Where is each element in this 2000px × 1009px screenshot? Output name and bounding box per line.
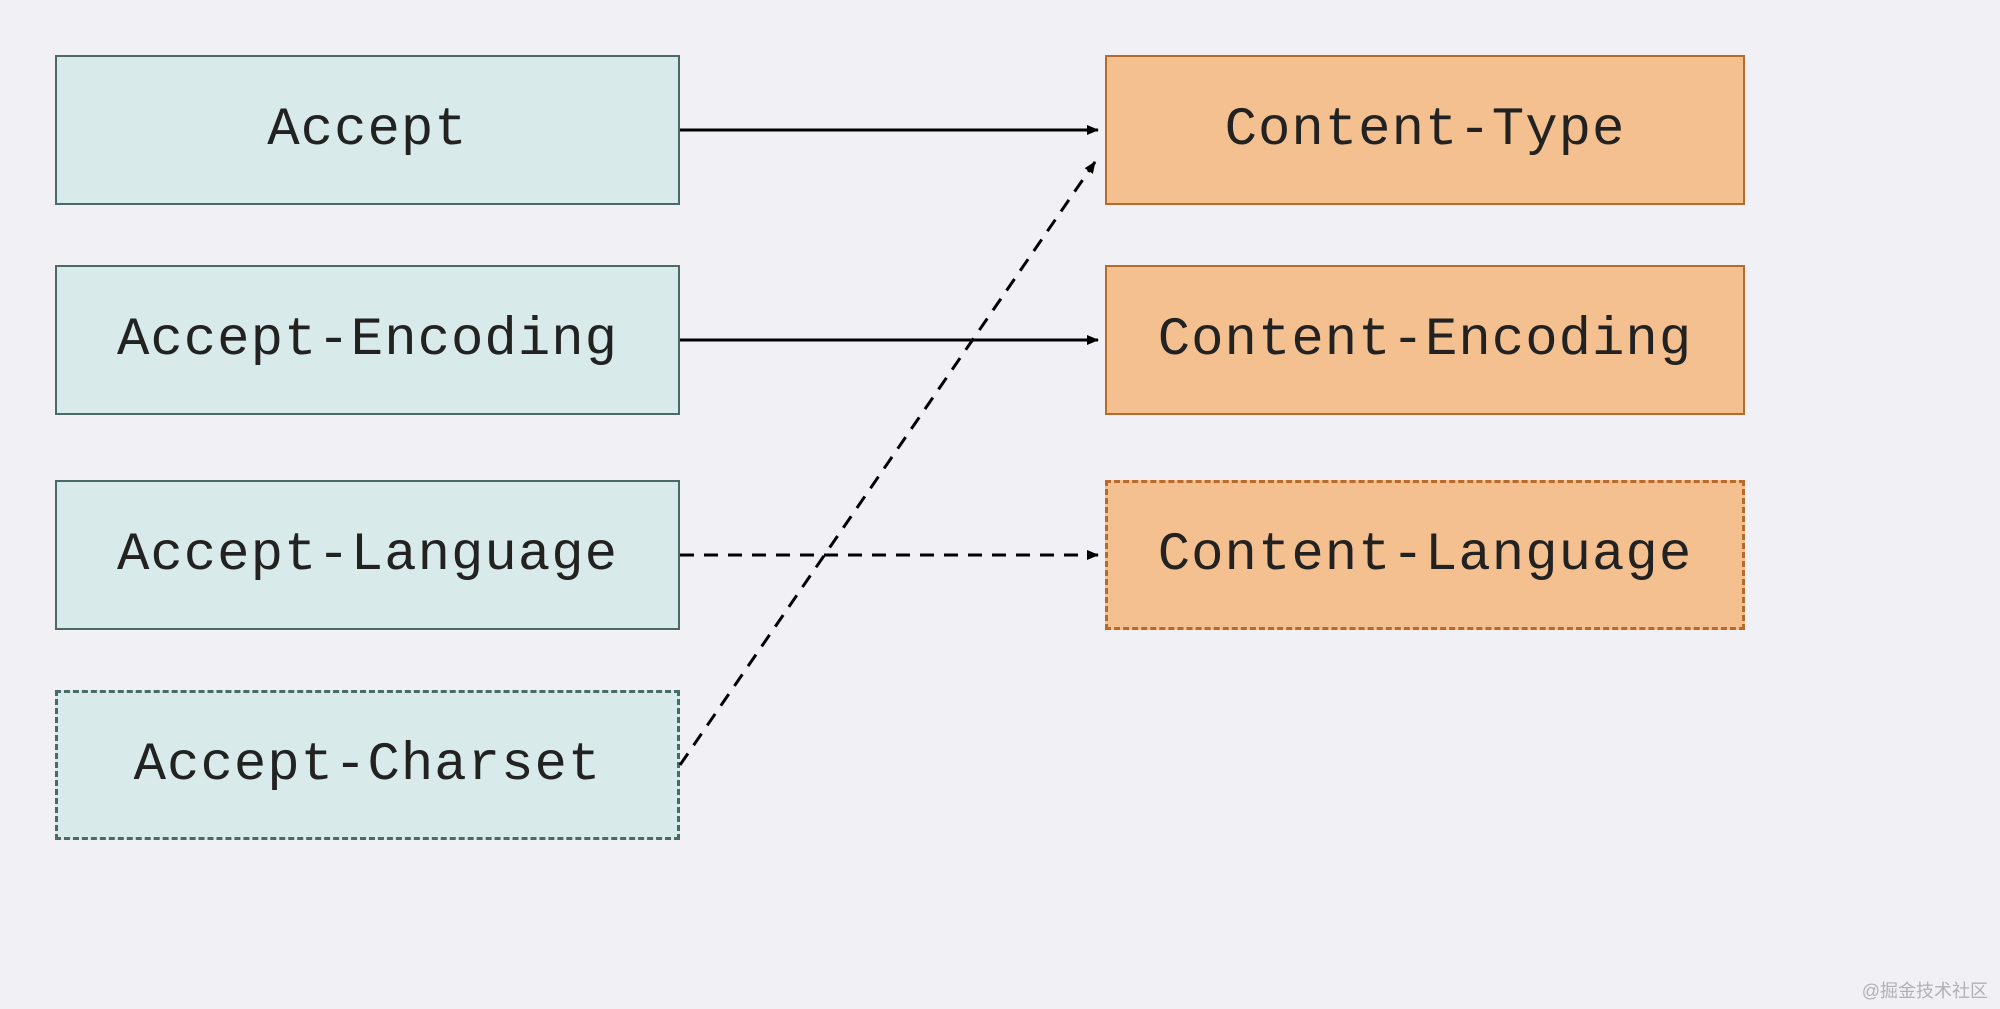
diagram-canvas: Accept Accept-Encoding Accept-Language A… bbox=[0, 0, 2000, 1009]
watermark: @掘金技术社区 bbox=[1862, 977, 1988, 1003]
node-accept: Accept bbox=[55, 55, 680, 205]
node-accept-encoding: Accept-Encoding bbox=[55, 265, 680, 415]
node-label: Accept-Language bbox=[117, 525, 618, 586]
node-label: Content-Encoding bbox=[1158, 310, 1692, 371]
node-label: Accept bbox=[267, 100, 467, 161]
node-label: Content-Language bbox=[1158, 525, 1692, 586]
node-content-type: Content-Type bbox=[1105, 55, 1745, 205]
node-accept-charset: Accept-Charset bbox=[55, 690, 680, 840]
node-label: Content-Type bbox=[1225, 100, 1626, 161]
node-content-language: Content-Language bbox=[1105, 480, 1745, 630]
node-content-encoding: Content-Encoding bbox=[1105, 265, 1745, 415]
edge-accept-charset-to-content-type bbox=[680, 162, 1095, 765]
node-accept-language: Accept-Language bbox=[55, 480, 680, 630]
watermark-text: @掘金技术社区 bbox=[1862, 981, 1988, 1001]
node-label: Accept-Charset bbox=[134, 735, 602, 796]
node-label: Accept-Encoding bbox=[117, 310, 618, 371]
